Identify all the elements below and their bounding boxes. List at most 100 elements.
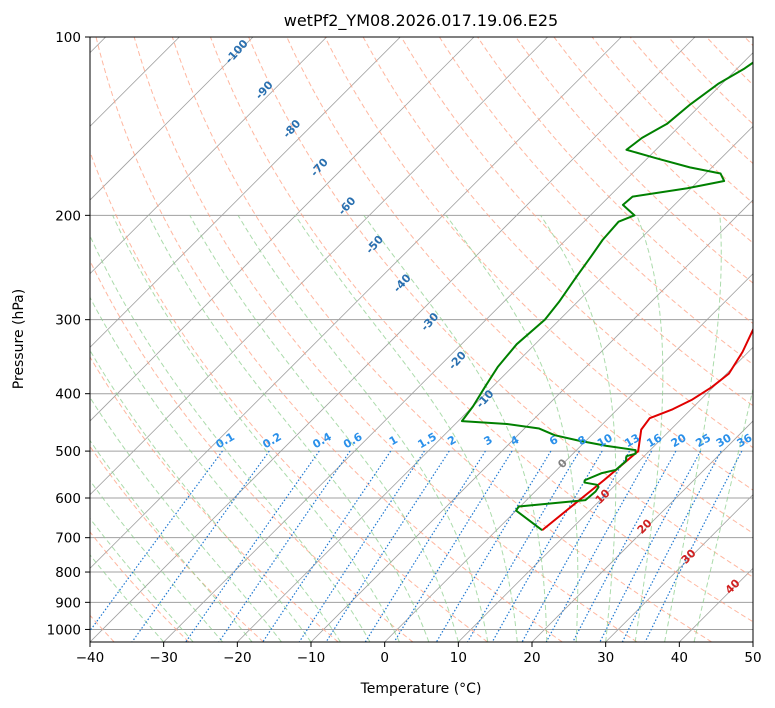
mixing-ratio-label: 2	[445, 433, 458, 448]
moist-adiabat-line	[363, 215, 548, 642]
moist-adiabat-line	[90, 554, 165, 642]
dry-adiabat-line	[210, 37, 753, 623]
moist-adiabat-line	[148, 215, 430, 642]
moist-adiabat-label: 40	[723, 576, 743, 596]
dry-adiabat-line	[515, 37, 753, 284]
mixing-ratio-line	[545, 450, 653, 642]
dry-adiabat-line	[286, 37, 753, 534]
mixing-ratio-line	[572, 450, 677, 642]
moist-adiabat-line	[90, 479, 223, 642]
isotherm-line	[90, 37, 401, 348]
isotherm-line	[531, 420, 753, 642]
isotherm-line	[90, 37, 696, 642]
isotherm-line	[90, 37, 548, 496]
mixing-ratio-line	[466, 450, 580, 642]
moist-adiabat-line	[294, 215, 518, 642]
moist-adiabat-line	[90, 439, 253, 642]
isotherm-line	[752, 641, 753, 642]
moist-adiabat-line	[189, 215, 459, 642]
dry-adiabat-line	[248, 37, 753, 578]
dry-adiabat-label: -30	[418, 310, 441, 334]
moist-adiabat-line	[693, 386, 753, 642]
isotherm-line	[90, 37, 254, 201]
x-tick-label: 0	[380, 650, 389, 666]
mixing-ratio-line	[364, 450, 486, 642]
isopleth-labels: -100-90-80-70-60-50-40-30-20-100.1 0.2 0.4…	[213, 37, 754, 597]
moist-adiabat-line	[445, 215, 579, 642]
mixing-ratio-line	[621, 450, 722, 642]
mixing-ratio-line	[298, 450, 425, 642]
isotherm-line	[90, 37, 475, 422]
axes: −40 −30 −20 −10 0 10 20 30 40 50 100 200 300 400 500 60…	[47, 30, 762, 666]
mixing-ratio-line	[90, 450, 223, 632]
mixing-ratio-label: 3	[482, 433, 495, 448]
mixing-ratio-line	[218, 450, 351, 642]
moist-adiabat-label: 10	[593, 486, 613, 506]
dry-adiabat-label: -90	[253, 78, 276, 102]
dry-adiabat-label: -60	[336, 194, 359, 218]
dewpoint-line	[460, 61, 753, 532]
dry-adiabat-line	[133, 37, 638, 642]
mixing-ratio-line	[325, 450, 450, 642]
dry-adiabat-line	[171, 37, 712, 642]
dry-adiabat-label: -40	[391, 271, 414, 295]
mixing-ratio-label: 0.2	[260, 430, 283, 451]
y-axis-label: Pressure (hPa)	[11, 289, 27, 389]
isotherm-line	[237, 125, 753, 642]
dry-adiabat-line	[706, 37, 753, 86]
moist-adiabat-line	[90, 234, 371, 642]
y-tick-label: 200	[55, 208, 81, 224]
dry-adiabat-line	[90, 445, 264, 642]
moist-adiabat-line	[634, 215, 664, 642]
dry-adiabat-label: -10	[474, 387, 497, 411]
mixing-ratio-line	[435, 450, 552, 642]
mixing-ratio-line	[599, 450, 702, 642]
dry-adiabat-line	[553, 37, 753, 244]
dry-adiabat-line	[90, 531, 190, 642]
isotherm-line	[90, 37, 622, 569]
y-tick-label: 900	[55, 595, 81, 611]
dry-adiabat-line	[591, 37, 753, 204]
y-tick-label: 600	[55, 491, 81, 507]
dry-adiabat-line	[400, 37, 753, 407]
y-tick-label: 300	[55, 313, 81, 329]
y-tick-label: 100	[55, 30, 81, 46]
dry-adiabat-line	[362, 37, 753, 449]
moist-adiabat-line	[112, 215, 400, 642]
moist-adiabat-line	[90, 349, 312, 642]
mixing-ratio-label: 1.5	[416, 430, 439, 451]
mixing-ratio-label: 20	[669, 431, 689, 450]
mixing-ratio-line	[644, 450, 743, 642]
moist-adiabat-line	[90, 396, 282, 642]
mixing-ratio-label: 8	[576, 433, 589, 448]
y-tick-label: 800	[55, 565, 81, 581]
mixing-ratio-label: 0.1	[213, 430, 236, 451]
y-tick-label: 1000	[47, 622, 81, 638]
mixing-ratio-line	[185, 450, 320, 642]
mixing-ratio-label: 30	[714, 431, 734, 450]
y-tick-label: 400	[55, 387, 81, 403]
moist-adiabat-line	[540, 215, 617, 642]
x-tick-label: −10	[297, 650, 326, 666]
x-tick-label: 30	[597, 650, 614, 666]
isotherm-line	[458, 346, 753, 642]
mixing-ratio-line	[393, 450, 513, 642]
x-tick-label: 50	[744, 650, 761, 666]
sounding-lines	[460, 61, 753, 532]
mixing-ratio-label: 0.6	[341, 430, 365, 451]
moist-adiabat-line	[90, 296, 341, 642]
y-tick-label: 500	[55, 444, 81, 460]
mixing-ratio-line	[521, 450, 631, 642]
mixing-ratio-line	[262, 450, 392, 642]
dry-adiabat-label: -100	[223, 37, 251, 66]
dry-adiabat-line	[95, 37, 563, 642]
chart-title: wetPf2_YM08.2026.017.19.06.E25	[284, 11, 558, 31]
mixing-ratio-line	[131, 450, 270, 642]
dry-adiabat-line	[477, 37, 753, 325]
mixing-ratio-label: 25	[693, 431, 713, 450]
dry-adiabat-line	[90, 150, 488, 642]
x-tick-label: −30	[149, 650, 178, 666]
x-tick-label: 20	[523, 650, 540, 666]
temperature-line	[541, 327, 753, 531]
